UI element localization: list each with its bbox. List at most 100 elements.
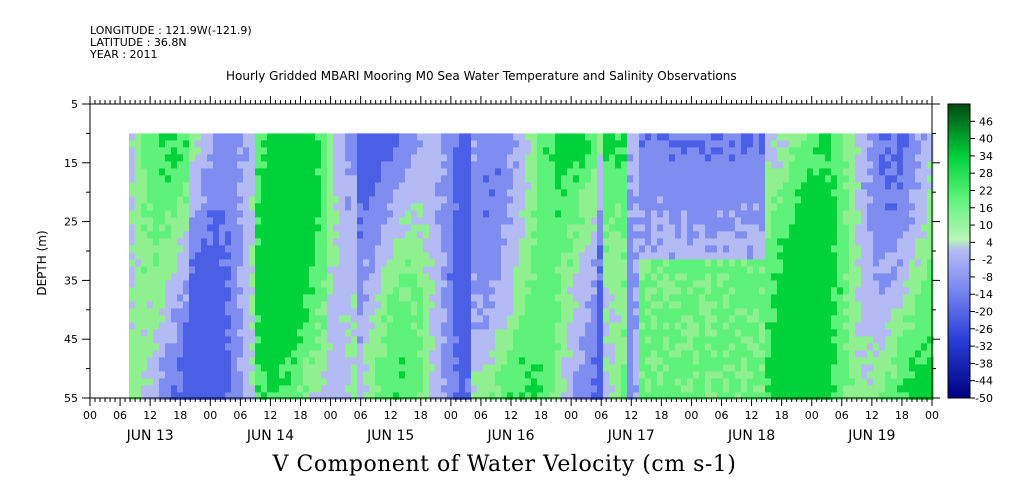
heat-cell [267,336,274,344]
heat-cell [819,357,826,365]
heat-cell [483,385,490,393]
heat-cell [513,147,520,155]
heat-cell [249,203,256,211]
heat-cell [813,364,820,372]
heat-cell [465,133,472,141]
heat-cell [705,175,712,183]
heat-cell [297,154,304,162]
heat-cell [669,189,676,197]
heat-cell [393,294,400,302]
heat-cell [339,378,346,386]
heat-cell [213,301,220,309]
heat-cell [657,350,664,358]
heat-cell [351,231,358,239]
heat-cell [723,238,730,246]
heat-cell [573,168,580,176]
heat-cell [195,140,202,148]
heat-cell [321,245,328,253]
heat-cell [405,252,412,260]
heat-cell [345,287,352,295]
heat-cell [261,378,268,386]
heat-cell [441,329,448,337]
heat-cell [399,196,406,204]
heat-cell [807,245,814,253]
heat-cell [537,168,544,176]
heat-cell [837,273,844,281]
heat-cell [651,147,658,155]
heat-cell [255,350,262,358]
heat-cell [507,350,514,358]
heat-cell [435,294,442,302]
heat-cell [189,217,196,225]
heat-cell [249,189,256,197]
heat-cell [267,168,274,176]
heat-cell [393,245,400,253]
heat-cell [423,140,430,148]
heat-cell [705,315,712,323]
heat-cell [435,154,442,162]
heat-cell [711,378,718,386]
heat-cell [333,308,340,316]
heat-cell [789,196,796,204]
heat-cell [837,182,844,190]
heat-cell [675,378,682,386]
heat-cell [453,343,460,351]
heat-cell [645,224,652,232]
heat-cell [825,329,832,337]
heat-cell [501,189,508,197]
heat-cell [897,378,904,386]
heat-cell [615,259,622,267]
heat-cell [693,287,700,295]
heat-cell [477,189,484,197]
heat-cell [423,357,430,365]
heat-cell [471,231,478,239]
heat-cell [477,308,484,316]
heat-cell [519,280,526,288]
heatmap-field [129,133,934,400]
heat-cell [555,287,562,295]
heat-cell [771,322,778,330]
heat-cell [387,266,394,274]
heat-cell [801,161,808,169]
heat-cell [699,266,706,274]
heat-cell [549,203,556,211]
heat-cell [537,308,544,316]
heat-cell [135,147,142,155]
heat-cell [405,343,412,351]
heat-cell [783,392,790,400]
heat-cell [609,231,616,239]
heat-cell [555,161,562,169]
heat-cell [189,140,196,148]
heat-cell [525,301,532,309]
heat-cell [567,133,574,141]
heat-cell [669,371,676,379]
heat-cell [273,315,280,323]
heat-cell [603,252,610,260]
heat-cell [897,203,904,211]
heat-cell [711,385,718,393]
heat-cell [813,385,820,393]
heat-cell [453,238,460,246]
heat-cell [573,301,580,309]
heat-cell [867,315,874,323]
heat-cell [759,294,766,302]
heat-cell [645,322,652,330]
heat-cell [255,245,262,253]
heat-cell [465,322,472,330]
heat-cell [321,329,328,337]
heat-cell [489,392,496,400]
heat-cell [627,168,634,176]
heat-cell [807,210,814,218]
heat-cell [153,175,160,183]
heat-cell [657,161,664,169]
heat-cell [483,252,490,260]
heat-cell [507,364,514,372]
heat-cell [891,371,898,379]
heat-cell [795,322,802,330]
heat-cell [381,182,388,190]
heat-cell [153,378,160,386]
heat-cell [879,161,886,169]
heat-cell [789,294,796,302]
heat-cell [207,182,214,190]
heat-cell [195,224,202,232]
